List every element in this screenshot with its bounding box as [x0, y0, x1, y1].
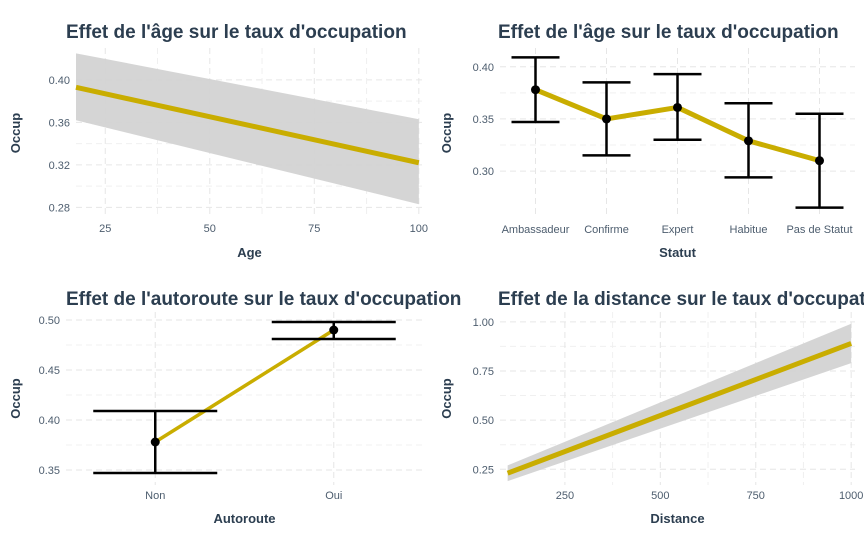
- chart-panel-distance: 0.25 0.50 0.75 1.00 250 500 750 1000 Distance Occ…: [439, 289, 864, 526]
- y-tick-label: 0.40: [473, 62, 494, 74]
- chart-panel-statut: 0.30 0.35 0.40 Ambassadeur Confirme Expert Hab…: [439, 22, 855, 260]
- x-axis-title: Statut: [659, 245, 697, 260]
- x-tick-label: 500: [651, 490, 669, 502]
- y-tick-label: 0.28: [49, 202, 70, 214]
- chart-title: Effet de l'autoroute sur le taux d'occup…: [66, 289, 461, 310]
- x-axis-title: Age: [237, 245, 262, 260]
- trend-line: [506, 341, 853, 476]
- x-tick-label: 100: [410, 223, 428, 235]
- x-tick-label: Oui: [325, 490, 342, 502]
- x-axis-title: Distance: [650, 511, 704, 526]
- chart-title: Effet de la distance sur le taux d'occup…: [498, 289, 864, 310]
- x-tick-label: 750: [747, 490, 765, 502]
- y-tick-label: 0.35: [39, 465, 60, 477]
- series-group: [511, 56, 844, 209]
- y-axis-title: Occup: [439, 378, 454, 419]
- data-point: [150, 437, 160, 447]
- chart-panel-autoroute: 0.35 0.40 0.45 0.50 Non Oui Autoroute Occup Effe…: [8, 289, 461, 526]
- y-axis-title: Occup: [8, 378, 23, 419]
- effect-line: [154, 328, 335, 444]
- y-tick-label: 0.75: [473, 366, 494, 378]
- data-point: [602, 114, 611, 124]
- y-tick-label: 0.50: [473, 415, 494, 427]
- data-point: [673, 102, 682, 112]
- data-point: [815, 156, 824, 166]
- x-tick-label: 25: [99, 223, 111, 235]
- confidence-ribbon: [76, 53, 419, 205]
- data-point: [744, 136, 753, 146]
- y-tick-label: 0.36: [49, 117, 70, 129]
- y-tick-label: 0.45: [39, 365, 60, 377]
- data-point: [329, 325, 339, 335]
- x-tick-label: Ambassadeur: [502, 224, 570, 236]
- x-tick-label: 1000: [839, 490, 863, 502]
- x-tick-label: Habitue: [730, 224, 768, 236]
- y-tick-label: 1.00: [473, 317, 494, 329]
- x-tick-label: 75: [308, 223, 320, 235]
- x-tick-label: 50: [204, 223, 216, 235]
- y-tick-label: 0.32: [49, 160, 70, 172]
- x-tick-label: Non: [145, 490, 165, 502]
- y-tick-label: 0.25: [473, 464, 494, 476]
- y-tick-label: 0.35: [473, 114, 494, 126]
- y-tick-label: 0.50: [39, 315, 60, 327]
- chart-panel-age: 0.28 0.32 0.36 0.40 25 50 75 100 Age Occup Effet d…: [8, 22, 428, 260]
- x-tick-label: Confirme: [584, 224, 629, 236]
- y-tick-label: 0.40: [39, 415, 60, 427]
- x-axis-title: Autoroute: [213, 511, 275, 526]
- x-tick-label: Pas de Statut: [786, 224, 852, 236]
- y-axis-title: Occup: [8, 113, 23, 154]
- chart-title: Effet de l'âge sur le taux d'occupation: [66, 22, 407, 43]
- chart-title: Effet de l'âge sur le taux d'occupation: [498, 22, 839, 43]
- trend-line: [75, 84, 420, 166]
- data-point: [531, 85, 540, 95]
- y-axis-title: Occup: [439, 113, 454, 154]
- x-tick-label: Expert: [662, 224, 694, 236]
- x-tick-label: 250: [556, 490, 574, 502]
- y-tick-label: 0.30: [473, 166, 494, 178]
- y-tick-label: 0.40: [49, 75, 70, 87]
- series-group: [93, 320, 396, 475]
